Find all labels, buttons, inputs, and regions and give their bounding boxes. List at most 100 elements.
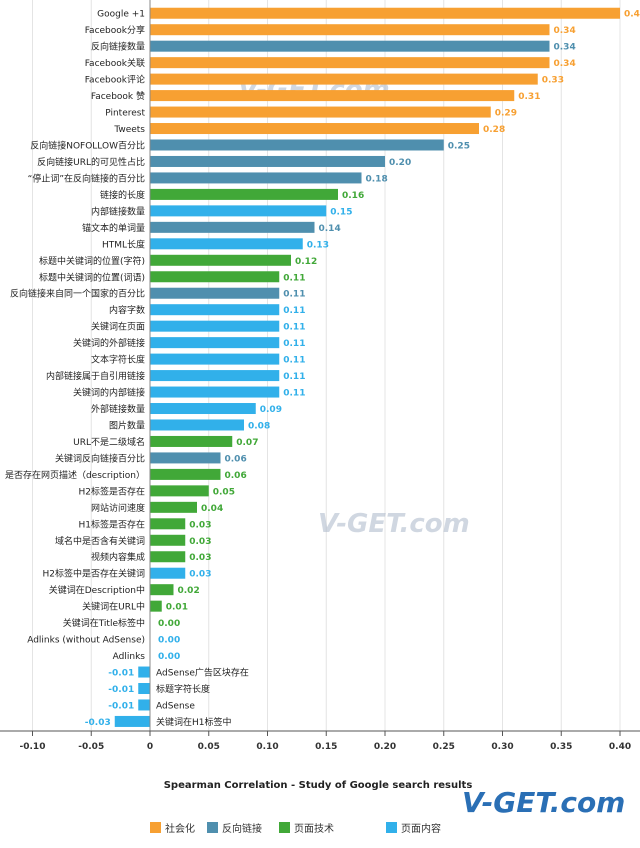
x-tick-label: 0: [147, 742, 153, 752]
value-label: 0.08: [248, 421, 270, 431]
category-label: 关键词反向链接百分比: [55, 452, 145, 464]
category-label: 外部链接数量: [91, 403, 145, 415]
category-label: Tweets: [113, 125, 145, 135]
value-label: 0.11: [283, 356, 305, 366]
value-label: 0.00: [158, 619, 180, 629]
category-label: 文本字符长度: [91, 354, 145, 366]
bar-social: [150, 7, 620, 19]
bar-technical: [150, 468, 221, 480]
axis-layer: -0.10 -0.05 0 0.05 0.10 0.15 0.20 0.25 0.30 0.35 0…: [0, 0, 640, 752]
value-label: 0.02: [178, 586, 200, 596]
x-tick-label: 0.40: [609, 742, 631, 752]
bar-content: [114, 715, 150, 727]
category-label: 反向链接数量: [91, 41, 145, 53]
category-label: Facebook评论: [85, 74, 145, 86]
legend-label: 页面技术: [294, 824, 334, 835]
bar-backlink: [150, 287, 280, 299]
value-label: 0.18: [366, 174, 388, 184]
legend-label: 社会化: [165, 824, 195, 835]
value-label: 0.11: [283, 323, 305, 333]
category-label: 标题中关键词的位置(字符): [39, 255, 145, 267]
bar-backlink: [150, 155, 385, 167]
category-label: “停止词”在反向链接的百分比: [28, 172, 145, 184]
bar-technical: [150, 435, 233, 447]
bar-technical: [150, 501, 197, 513]
value-label: 0.14: [319, 224, 341, 234]
x-tick-label: 0.20: [374, 742, 396, 752]
category-label: Facebook 赞: [91, 90, 145, 102]
category-label: 关键词在页面: [91, 321, 145, 333]
legend-item-technical: 页面技术: [279, 820, 334, 835]
bar-technical: [150, 271, 280, 283]
value-label: -0.01: [108, 669, 134, 679]
legend-item-social: 社会化: [150, 820, 195, 835]
bar-social: [150, 123, 479, 135]
bar-content: [150, 370, 280, 382]
x-tick-label: 0.30: [491, 742, 513, 752]
chart-title: Spearman Correlation - Study of Google s…: [164, 780, 473, 791]
value-label: 0.13: [307, 240, 329, 250]
bar-content: [150, 304, 280, 316]
value-label: 0.29: [495, 109, 517, 119]
category-label: HTML长度: [102, 238, 145, 250]
bar-backlink: [150, 172, 362, 184]
bar-content: [150, 320, 280, 332]
legend-swatch: [207, 822, 218, 833]
bar-content: [150, 238, 303, 250]
category-label: 反向链接来自同一个国家的百分比: [10, 288, 145, 300]
category-label: 关键词的外部链接: [73, 337, 145, 349]
bar-social: [150, 24, 550, 36]
legend-swatch: [386, 822, 397, 833]
bar-backlink: [150, 139, 444, 151]
category-label: H1标签是否存在: [79, 518, 146, 530]
category-label: 反向链接URL的可见性占比: [37, 156, 145, 168]
category-label: AdSense: [156, 701, 195, 711]
x-tick-label: 0.05: [198, 742, 220, 752]
category-label: 域名中是否含有关键词: [55, 535, 145, 547]
category-label: AdSense广告区块存在: [156, 667, 249, 679]
bar-social: [150, 57, 550, 69]
value-label: 0.34: [554, 59, 576, 69]
value-label: 0.07: [236, 438, 258, 448]
bar-technical: [150, 600, 162, 612]
bar-social: [150, 73, 538, 85]
category-label: Facebook关联: [85, 57, 145, 69]
value-label: 0.03: [189, 553, 211, 563]
x-tick-label: 0.35: [550, 742, 572, 752]
value-label: 0.04: [201, 504, 223, 514]
bar-content: [150, 353, 280, 365]
bar-content: [150, 386, 280, 398]
value-label: 0.33: [542, 76, 564, 86]
value-label: 0.34: [554, 43, 576, 53]
value-label: 0.05: [213, 487, 235, 497]
value-label: 0.15: [330, 207, 352, 217]
category-label: Pinterest: [105, 109, 145, 119]
legend-item-content: 页面内容: [386, 820, 441, 835]
value-label: 0.09: [260, 405, 282, 415]
value-label: -0.01: [108, 685, 134, 695]
bar-technical: [150, 584, 174, 596]
value-label: 0.11: [283, 389, 305, 399]
category-label: Adlinks: [113, 652, 146, 662]
bar-content: [150, 337, 280, 349]
bar-technical: [150, 551, 186, 563]
category-label: 链接的长度: [100, 189, 145, 201]
value-label: 0.03: [189, 520, 211, 530]
category-label: 关键词在Title标签中: [63, 617, 145, 629]
category-label: 内容字数: [109, 304, 145, 316]
bar-backlink: [150, 40, 550, 52]
value-label: 0.11: [283, 339, 305, 349]
category-label: 视频内容集成: [91, 551, 145, 563]
value-label: 0.00: [158, 636, 180, 646]
bar-backlink: [150, 452, 221, 464]
category-label: 标题字符长度: [156, 683, 210, 695]
value-label: 0.03: [189, 537, 211, 547]
bar-technical: [150, 518, 186, 530]
value-label: 0.11: [283, 306, 305, 316]
x-tick-label: -0.10: [20, 742, 46, 752]
bar-content: [150, 403, 256, 415]
value-label: 0.28: [483, 125, 505, 135]
bar-layer: [114, 7, 620, 727]
bar-technical: [150, 534, 186, 546]
